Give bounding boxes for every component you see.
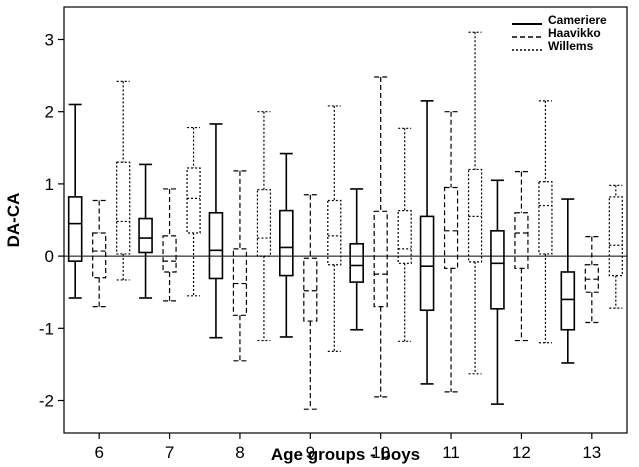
y-tick-label: 0 bbox=[45, 247, 54, 266]
x-tick-label: 12 bbox=[512, 443, 531, 462]
legend-label-haavikko: Haavikko bbox=[548, 26, 601, 40]
iqr-box bbox=[116, 161, 131, 255]
iqr-box bbox=[303, 257, 318, 322]
box-haavikko-12 bbox=[514, 171, 529, 342]
iqr-box bbox=[373, 210, 388, 308]
box-cameriere-13 bbox=[560, 198, 576, 364]
box-willems-8 bbox=[256, 111, 272, 342]
iqr-box bbox=[419, 215, 435, 312]
x-tick-label: 6 bbox=[94, 443, 103, 462]
iqr-box bbox=[92, 232, 107, 279]
box-cameriere-12 bbox=[490, 179, 505, 405]
iqr-box bbox=[279, 209, 294, 277]
box-haavikko-10 bbox=[373, 76, 388, 398]
iqr-box bbox=[256, 189, 272, 257]
iqr-box bbox=[538, 181, 553, 255]
box-cameriere-6 bbox=[67, 103, 83, 299]
iqr-box bbox=[397, 210, 412, 264]
iqr-box bbox=[162, 235, 177, 273]
iqr-box bbox=[443, 186, 459, 269]
box-cameriere-9 bbox=[279, 152, 294, 338]
box-willems-10 bbox=[397, 127, 412, 342]
x-tick-label: 8 bbox=[235, 443, 244, 462]
iqr-box bbox=[467, 168, 483, 263]
y-tick-label: -2 bbox=[39, 392, 54, 411]
box-haavikko-6 bbox=[92, 199, 107, 308]
box-willems-6 bbox=[116, 80, 131, 281]
box-willems-9 bbox=[327, 105, 342, 353]
y-tick-label: 2 bbox=[45, 103, 54, 122]
box-willems-13 bbox=[608, 184, 623, 309]
x-tick-label: 11 bbox=[442, 443, 460, 462]
y-axis-title: DA-CA bbox=[4, 193, 23, 248]
box-willems-12 bbox=[538, 100, 553, 344]
y-tick-label: 1 bbox=[45, 175, 54, 194]
iqr-box bbox=[349, 243, 364, 283]
iqr-box bbox=[514, 212, 529, 269]
box-cameriere-10 bbox=[349, 188, 364, 331]
box-haavikko-9 bbox=[303, 194, 318, 410]
iqr-box bbox=[208, 211, 224, 280]
legend-label-willems: Willems bbox=[548, 39, 594, 53]
box-haavikko-11 bbox=[443, 111, 459, 393]
iqr-box bbox=[232, 248, 248, 316]
box-haavikko-7 bbox=[162, 188, 177, 302]
iqr-box bbox=[327, 199, 342, 266]
iqr-box bbox=[560, 271, 576, 331]
box-cameriere-8 bbox=[208, 123, 224, 339]
iqr-box bbox=[138, 217, 153, 254]
iqr-box bbox=[186, 167, 201, 234]
iqr-box bbox=[490, 230, 505, 310]
x-tick-label: 13 bbox=[582, 443, 601, 462]
iqr-box bbox=[584, 264, 599, 293]
legend-label-cameriere: Cameriere bbox=[548, 13, 607, 27]
y-tick-label: -1 bbox=[39, 319, 54, 338]
plot-border bbox=[63, 6, 628, 434]
iqr-box bbox=[67, 196, 83, 262]
x-tick-label: 7 bbox=[165, 443, 174, 462]
box-haavikko-8 bbox=[232, 170, 248, 362]
box-cameriere-11 bbox=[419, 100, 435, 385]
box-willems-7 bbox=[186, 126, 201, 297]
box-haavikko-13 bbox=[584, 236, 599, 324]
x-tick-label: 10 bbox=[371, 443, 390, 462]
box-willems-11 bbox=[467, 31, 483, 375]
y-tick-label: 3 bbox=[45, 30, 54, 49]
iqr-box bbox=[608, 196, 623, 277]
x-tick-label: 9 bbox=[306, 443, 315, 462]
box-cameriere-7 bbox=[138, 163, 153, 299]
x-axis-title: Age groups - boys bbox=[271, 445, 420, 464]
